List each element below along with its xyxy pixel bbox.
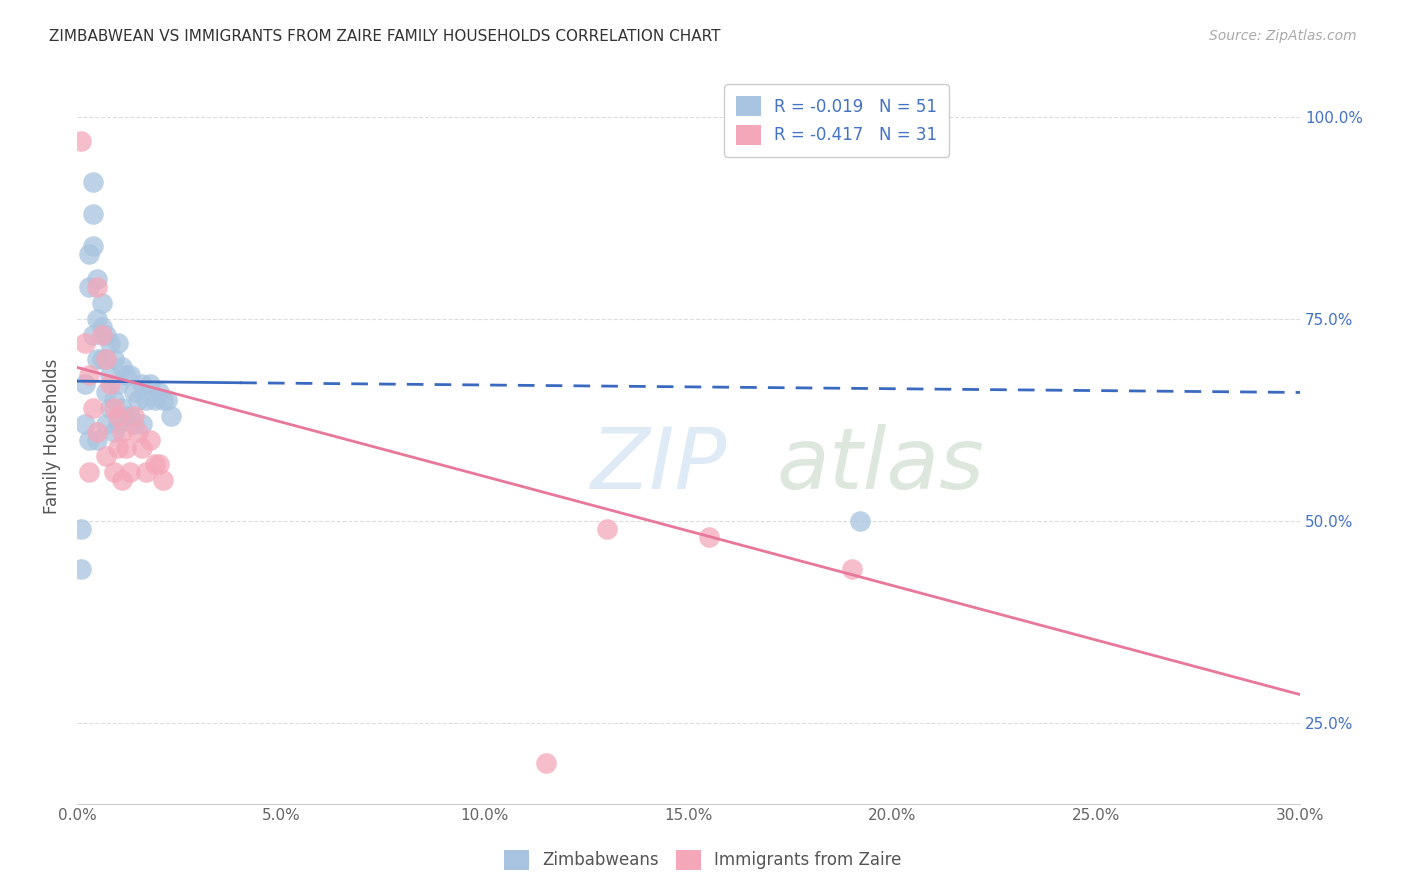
Point [70,134,93,148]
Point [82,207,104,221]
Point [111,409,134,423]
Point [120,466,142,480]
Point [86,352,108,367]
Point [107,409,129,423]
Point [86,271,108,285]
Point [107,441,129,455]
Legend: Zimbabweans, Immigrants from Zaire: Zimbabweans, Immigrants from Zaire [498,843,908,877]
Point [86,425,108,439]
Point [131,441,153,455]
Point [103,466,125,480]
Point [103,425,125,439]
Text: ZIP: ZIP [591,424,727,507]
Point [94,384,117,399]
Point [90,295,112,310]
Point [82,328,104,343]
Point [143,458,166,472]
Point [120,409,142,423]
Point [139,433,162,447]
Point [127,425,149,439]
Point [107,336,129,351]
Point [98,376,121,391]
Point [79,368,101,383]
Point [156,392,179,407]
Point [148,384,170,399]
Point [94,352,117,367]
Y-axis label: Family Households: Family Households [44,359,60,514]
Point [94,450,117,464]
Point [75,336,97,351]
Point [98,401,121,415]
Point [90,352,112,367]
Point [82,175,104,189]
Point [111,425,134,439]
Point [86,433,108,447]
Point [79,247,101,261]
Point [111,360,134,375]
Point [115,368,138,383]
Point [86,312,108,326]
Point [111,401,134,415]
Text: atlas: atlas [776,424,984,507]
Point [135,392,157,407]
Point [107,376,129,391]
Point [122,384,145,399]
Point [697,530,720,544]
Point [152,392,174,407]
Point [82,401,104,415]
Point [79,279,101,293]
Text: ZIMBABWEAN VS IMMIGRANTS FROM ZAIRE FAMILY HOUSEHOLDS CORRELATION CHART: ZIMBABWEAN VS IMMIGRANTS FROM ZAIRE FAMI… [49,29,721,45]
Point [90,320,112,334]
Point [111,474,134,488]
Point [848,514,870,528]
Point [534,756,557,771]
Point [115,409,138,423]
Point [75,376,97,391]
Point [94,352,117,367]
Point [596,522,619,536]
Point [122,409,145,423]
Point [98,336,121,351]
Point [90,328,112,343]
Point [98,368,121,383]
Point [148,458,170,472]
Point [131,417,153,431]
Point [103,401,125,415]
Text: Source: ZipAtlas.com: Source: ZipAtlas.com [1209,29,1357,44]
Point [841,562,863,576]
Point [94,417,117,431]
Point [86,279,108,293]
Point [79,433,101,447]
Point [103,392,125,407]
Point [127,392,149,407]
Point [120,368,142,383]
Point [79,466,101,480]
Point [131,376,153,391]
Point [82,239,104,253]
Point [152,474,174,488]
Point [115,441,138,455]
Point [143,392,166,407]
Point [122,417,145,431]
Point [160,409,183,423]
Point [94,328,117,343]
Point [75,417,97,431]
Legend: R = -0.019   N = 51, R = -0.417   N = 31: R = -0.019 N = 51, R = -0.417 N = 31 [724,84,949,156]
Point [103,352,125,367]
Point [139,376,162,391]
Point [135,466,157,480]
Point [70,562,93,576]
Point [70,522,93,536]
Point [107,417,129,431]
